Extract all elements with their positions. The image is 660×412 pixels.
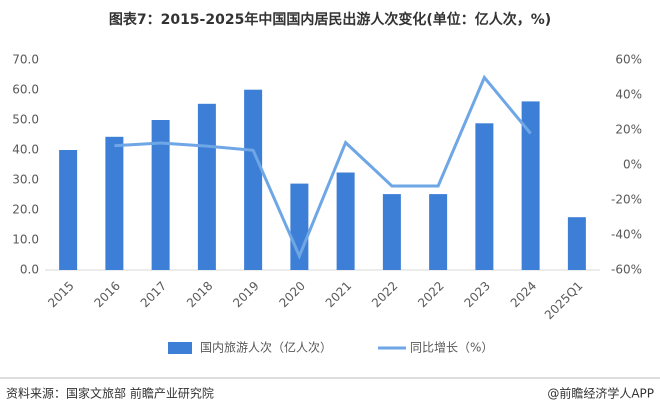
x-tick-label: 2022 (415, 279, 446, 310)
legend-swatch (168, 342, 192, 354)
y2-tick-label: 0% (623, 158, 642, 172)
x-tick-label: 2019 (230, 279, 261, 310)
x-tick-label: 2021 (323, 279, 354, 310)
bar (382, 194, 401, 270)
bar (197, 103, 216, 270)
y2-tick-label: 60% (615, 53, 642, 67)
bar (336, 172, 355, 270)
x-tick-label: 2024 (508, 279, 539, 310)
chart-title: 图表7：2015-2025年中国国内居民出游人次变化(单位：亿人次，%) (109, 11, 551, 28)
credit: @前瞻经济学人APP (547, 386, 654, 401)
y2-tick-label: 40% (615, 88, 642, 102)
y2-tick-label: 20% (615, 123, 642, 137)
legend-label: 同比增长（%） (410, 341, 493, 355)
y-tick-label: 50.0 (12, 113, 39, 127)
x-tick-label: 2025Q1 (542, 279, 586, 323)
bar (521, 101, 540, 271)
bar (151, 120, 170, 270)
x-tick-label: 2020 (276, 279, 307, 310)
line (114, 74, 532, 260)
x-tick-label: 2023 (461, 279, 492, 310)
bar (567, 217, 586, 270)
y2-tick-label: -60% (611, 263, 642, 277)
y-tick-label: 20.0 (12, 203, 39, 217)
x-tick-label: 2015 (45, 279, 76, 310)
y2-tick-label: -20% (611, 193, 642, 207)
bar (244, 89, 263, 270)
y-tick-label: 10.0 (12, 233, 39, 247)
x-tick-label: 2018 (184, 279, 215, 310)
bar (475, 123, 494, 270)
y-tick-label: 0.0 (20, 263, 39, 277)
y-tick-label: 40.0 (12, 143, 39, 157)
legend-label: 国内旅游人次（亿人次） (200, 340, 332, 355)
bar (429, 194, 448, 270)
bar (59, 150, 78, 270)
y-tick-label: 60.0 (12, 83, 39, 97)
x-tick-label: 2016 (91, 279, 122, 310)
source: 资料来源：国家文旅部 前瞻产业研究院 (6, 386, 214, 401)
y-tick-label: 30.0 (12, 173, 39, 187)
y2-tick-label: -40% (611, 228, 642, 242)
x-tick-label: 2017 (138, 279, 169, 310)
x-tick-label: 2022 (369, 279, 400, 310)
y-tick-label: 70.0 (12, 53, 39, 67)
bar (105, 136, 124, 270)
